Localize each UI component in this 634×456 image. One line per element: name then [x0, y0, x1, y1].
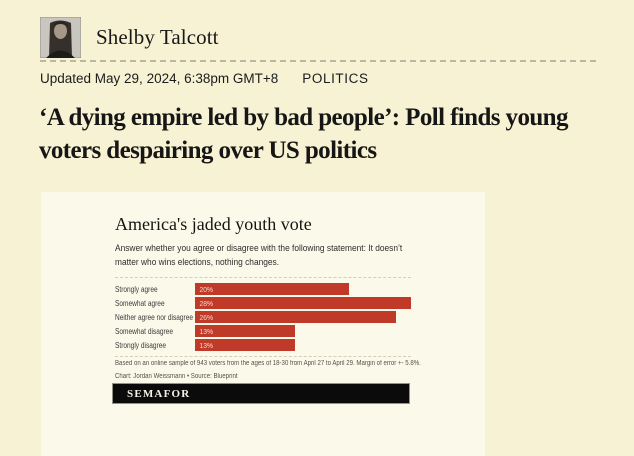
- bar-category-label: Neither agree nor disagree: [115, 312, 194, 322]
- author-name[interactable]: Shelby Talcott: [96, 25, 219, 49]
- bar-value-label: 26%: [199, 312, 214, 322]
- bar-value-label: 20%: [199, 284, 214, 294]
- bar: 26%: [195, 311, 396, 323]
- bar-category-label: Strongly disagree: [115, 340, 167, 350]
- bar-row: Strongly agree 20%: [115, 283, 411, 295]
- author-photo-icon: [40, 17, 81, 58]
- article-headline: ‘A dying empire led by bad people’: Poll…: [39, 104, 568, 164]
- bar: 13%: [195, 339, 296, 351]
- updated-timestamp: Updated May 29, 2024, 6:38pm GMT+8: [40, 71, 279, 86]
- bar-value-label: 13%: [199, 326, 214, 336]
- bar-row: Strongly disagree 13%: [115, 339, 411, 351]
- separator-line: [40, 60, 596, 62]
- chart-divider-top: [115, 277, 411, 278]
- article-meta: Updated May 29, 2024, 6:38pm GMT+8 POLIT…: [40, 71, 369, 86]
- chart-subtitle: Answer whether you agree or disagree wit…: [115, 243, 403, 268]
- chart-divider-bottom: [115, 356, 411, 357]
- bar-row: Somewhat disagree 13%: [115, 325, 411, 337]
- bar: 28%: [195, 297, 411, 309]
- category-link-politics[interactable]: POLITICS: [302, 71, 369, 86]
- bar-chart: Strongly agree 20% Somewhat agree 28% Neithe…: [115, 283, 411, 353]
- chart-title: America's jaded youth vote: [115, 214, 312, 234]
- bar-category-label: Somewhat disagree: [115, 326, 173, 336]
- bar-row: Neither agree nor disagree 26%: [115, 311, 411, 323]
- bar-value-label: 28%: [199, 298, 214, 308]
- bar-category-label: Strongly agree: [115, 284, 158, 294]
- chart-footnote-sample: Based on an online sample of 943 voters …: [115, 360, 421, 367]
- author-avatar[interactable]: [40, 17, 81, 58]
- bar-row: Somewhat agree 28%: [115, 297, 411, 309]
- bar: 20%: [195, 283, 350, 295]
- bar-category-label: Somewhat agree: [115, 298, 165, 308]
- semafor-logo-bar: SEMAFOR: [112, 383, 410, 404]
- chart-footnote-credit: Chart: Jordan Weissmann • Source: Bluepr…: [115, 373, 238, 380]
- semafor-logo: SEMAFOR: [127, 387, 191, 400]
- bar: 13%: [195, 325, 296, 337]
- chart-card: America's jaded youth vote Answer whethe…: [41, 192, 485, 456]
- bar-value-label: 13%: [199, 340, 214, 350]
